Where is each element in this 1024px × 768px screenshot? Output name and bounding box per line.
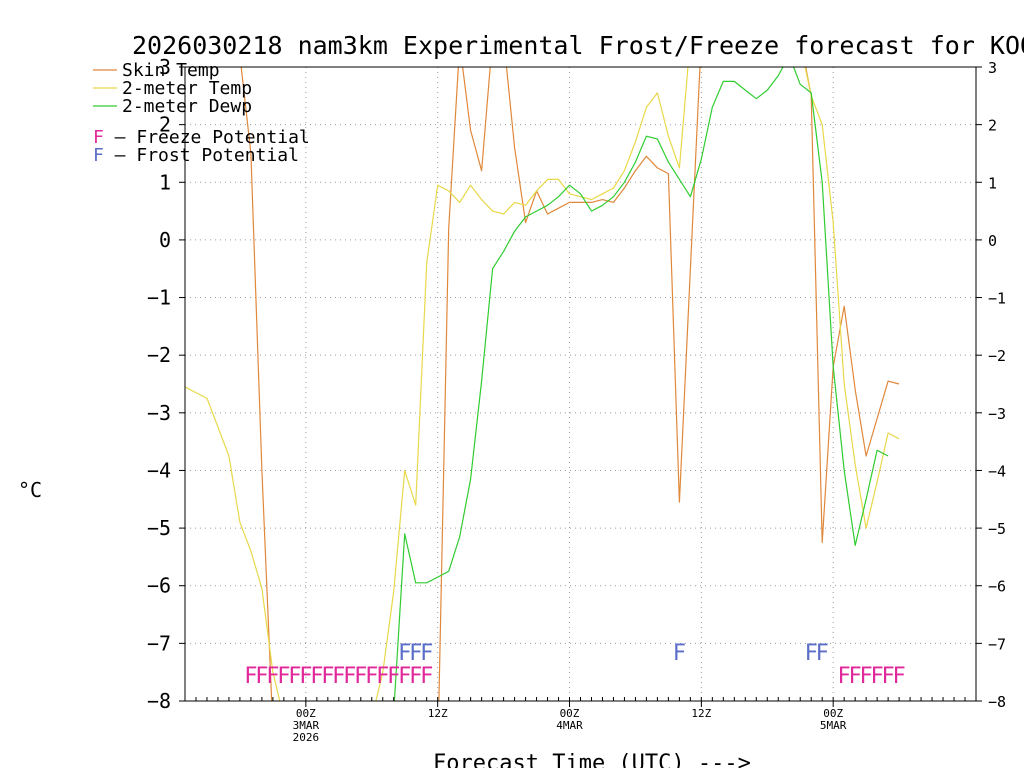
potential-legend-text: – Frost Potential: [104, 145, 299, 166]
x-tick-label: 4MAR: [556, 719, 583, 732]
frost-marker: F: [398, 641, 411, 666]
y-tick-label-right: −2: [988, 347, 1006, 365]
freeze-marker: F: [299, 664, 312, 689]
y-axis-label: °C: [18, 478, 42, 502]
series-line-skin-temp: [240, 67, 900, 701]
freeze-marker: F: [860, 664, 873, 689]
y-tick-label-right: −3: [988, 405, 1006, 423]
x-tick-label: 5MAR: [820, 719, 847, 732]
y-tick-label-right: −8: [988, 693, 1006, 711]
y-tick-label-left: −7: [147, 631, 171, 655]
x-tick-label: 12Z: [691, 707, 711, 720]
freeze-marker: F: [838, 664, 851, 689]
freeze-marker: F: [255, 664, 268, 689]
frost-marker: F: [816, 641, 829, 666]
freeze-marker: F: [244, 664, 257, 689]
axis-ticks: 3 3 2 2 1 1 0 0 −1 −1 −2 −2 −3 −3 −4 −4 −5 −5 −6 −6 −7 −7 −8 −8…: [147, 55, 1006, 744]
chart-title: 2026030218 nam3km Experimental Frost/Fre…: [132, 31, 1024, 60]
y-tick-label-left: 3: [159, 55, 171, 79]
frost-marker: F: [673, 641, 686, 666]
freeze-marker: F: [321, 664, 334, 689]
series-line-2-meter-temp: [185, 67, 900, 701]
legend-label: 2-meter Temp: [122, 78, 252, 99]
x-tick-label: 2026: [293, 731, 320, 744]
y-tick-label-left: −1: [147, 286, 171, 310]
y-tick-label-right: 2: [988, 117, 997, 135]
frost-marker: F: [420, 641, 433, 666]
series-lines: [185, 67, 900, 701]
y-tick-label-left: −5: [147, 516, 171, 540]
x-tick-label: 00Z: [296, 707, 316, 720]
potential-legend-letter: F: [93, 145, 104, 166]
freeze-marker: F: [288, 664, 301, 689]
potential-legend-entry: F – Frost Potential: [93, 145, 299, 166]
y-tick-label-left: 0: [159, 228, 171, 252]
y-tick-label-left: 2: [159, 113, 171, 137]
freeze-marker: F: [849, 664, 862, 689]
freeze-marker: F: [343, 664, 356, 689]
freeze-marker: F: [409, 664, 422, 689]
frost-marker: F: [409, 641, 422, 666]
y-tick-label-left: −4: [147, 458, 171, 482]
freeze-marker: F: [310, 664, 323, 689]
y-tick-label-left: −3: [147, 401, 171, 425]
y-tick-label-right: −7: [988, 635, 1006, 653]
freeze-marker: F: [387, 664, 400, 689]
frost-marker: F: [805, 641, 818, 666]
x-tick-label: 00Z: [823, 707, 843, 720]
plot-frame: [184, 66, 977, 702]
y-tick-label-right: −5: [988, 520, 1006, 538]
legend-label: Skin Temp: [122, 60, 220, 81]
freeze-marker: F: [365, 664, 378, 689]
freeze-marker: F: [376, 664, 389, 689]
y-tick-label-right: 1: [988, 174, 997, 192]
y-tick-label-right: 3: [988, 59, 997, 77]
y-tick-label-right: −4: [988, 462, 1006, 480]
freeze-marker: F: [398, 664, 411, 689]
x-tick-label: 12Z: [428, 707, 448, 720]
freeze-marker: F: [266, 664, 279, 689]
freeze-marker: F: [881, 664, 894, 689]
potential-legend-letter: F: [93, 127, 104, 148]
series-line-2-meter-dewp: [393, 67, 889, 701]
freeze-marker: F: [892, 664, 905, 689]
x-tick-label: 3MAR: [293, 719, 320, 732]
freeze-marker: F: [277, 664, 290, 689]
freeze-marker: F: [332, 664, 345, 689]
y-tick-label-left: −2: [147, 343, 171, 367]
potential-legend-entry: F – Freeze Potential: [93, 127, 310, 148]
freeze-marker: F: [420, 664, 433, 689]
y-tick-label-left: −8: [147, 689, 171, 713]
y-tick-label-right: −6: [988, 578, 1006, 596]
x-tick-label: 00Z: [560, 707, 580, 720]
y-tick-label-right: −1: [988, 290, 1006, 308]
y-tick-label-left: −6: [147, 574, 171, 598]
freeze-marker: F: [354, 664, 367, 689]
potential-legend-text: – Freeze Potential: [104, 127, 310, 148]
grid-lines: [185, 66, 976, 702]
y-tick-label-left: 1: [159, 170, 171, 194]
y-tick-label-right: 0: [988, 232, 997, 250]
x-axis-label: Forecast Time (UTC) --->: [433, 751, 751, 768]
freeze-marker: F: [871, 664, 884, 689]
legend-label: 2-meter Dewp: [122, 96, 252, 117]
